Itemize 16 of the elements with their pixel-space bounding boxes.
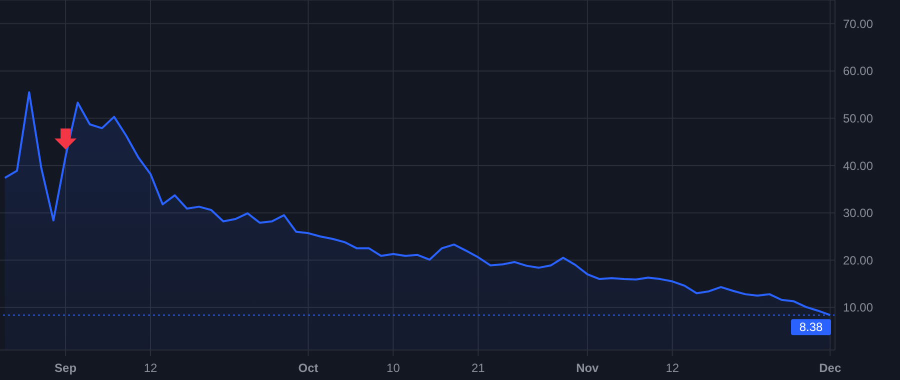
x-tick-label: Dec	[819, 361, 842, 375]
x-tick-label: 21	[472, 361, 486, 375]
y-tick-label: 10.00	[843, 300, 874, 315]
x-tick-label: 12	[666, 361, 680, 375]
x-tick-label: 12	[144, 361, 158, 375]
x-tick-label: Oct	[298, 361, 318, 375]
y-tick-label: 30.00	[843, 206, 874, 220]
x-tick-label: Sep	[54, 361, 77, 375]
x-tick-label: Nov	[576, 361, 600, 375]
y-tick-label: 50.00	[843, 112, 874, 126]
y-tick-label: 60.00	[843, 64, 874, 78]
y-tick-label: 20.00	[843, 253, 874, 268]
y-tick-label: 70.00	[843, 16, 874, 31]
ref-line-label: 8.38	[799, 320, 823, 334]
y-tick-label: 40.00	[843, 158, 874, 173]
x-tick-label: 10	[386, 361, 400, 375]
